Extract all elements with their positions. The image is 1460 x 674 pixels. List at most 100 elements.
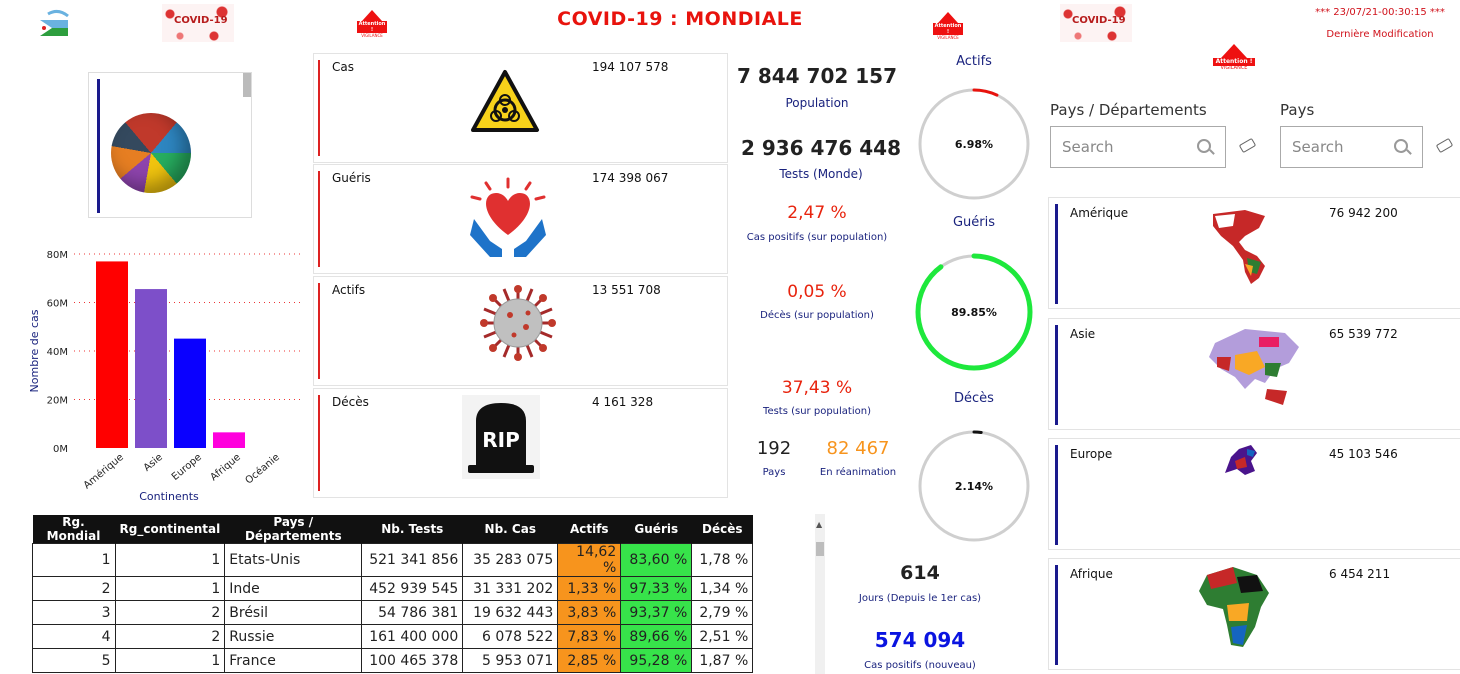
vigilance-label: Attention ! (1213, 58, 1255, 66)
slicer-title-pays-departements: Pays / Départements (1050, 101, 1207, 119)
cell-tests: 54 786 381 (361, 600, 464, 625)
europe-map-icon (1225, 445, 1257, 475)
stat-card-gueris: Guéris 174 398 067 (313, 164, 728, 274)
scrollbar-thumb[interactable] (816, 542, 824, 556)
chart-ytick: 20M (47, 396, 68, 407)
cell-rg-continental: 2 (114, 600, 226, 625)
chart-xtick: Amérique (81, 451, 126, 491)
cell-deces: 1,87 % (691, 648, 754, 673)
globe-image-card (88, 72, 252, 218)
chart-bar[interactable] (174, 338, 206, 448)
cell-rg-continental: 1 (114, 648, 226, 673)
cell-rg-mondial: 4 (32, 624, 116, 649)
vigilance-label: Attention ! (933, 23, 963, 35)
search-input-pays[interactable]: Search (1280, 126, 1423, 168)
cell-pays: Inde (224, 576, 363, 601)
chart-bar[interactable] (96, 261, 128, 448)
jours-label: Jours (Depuis le 1er cas) (858, 593, 982, 604)
continent-label: Afrique (1070, 567, 1113, 581)
table-row[interactable]: 1 1 Etats-Unis 521 341 856 35 283 075 14… (32, 543, 754, 577)
col-cas[interactable]: Nb. Cas (462, 515, 559, 544)
cell-gueris: 95,28 % (620, 648, 693, 673)
cas-positifs-label: Cas positifs (sur population) (746, 232, 888, 243)
table-row[interactable]: 4 2 Russie 161 400 000 6 078 522 7,83 % … (32, 624, 754, 649)
stat-value: 4 161 328 (592, 395, 654, 409)
search-placeholder: Search (1062, 138, 1114, 156)
table-row[interactable]: 3 2 Brésil 54 786 381 19 632 443 3,83 % … (32, 600, 754, 625)
stat-label: Décès (332, 395, 369, 409)
gauge-title-actifs: Actifs (956, 54, 992, 69)
tests-value: 2 936 476 448 (740, 136, 902, 160)
cell-pays: France (224, 648, 363, 673)
covid-banner-label: COVID-19 (174, 15, 228, 26)
globe-flags-icon (111, 113, 191, 193)
continent-label: Amérique (1070, 206, 1129, 220)
vigilance-label: Attention ! (357, 21, 387, 33)
table-scrollbar[interactable]: ▲ (815, 514, 825, 674)
stat-value: 13 551 708 (592, 283, 661, 297)
table-row[interactable]: 2 1 Inde 452 939 545 31 331 202 1,33 % 9… (32, 576, 754, 601)
cell-cas: 5 953 071 (462, 648, 559, 673)
eraser-icon[interactable] (1435, 137, 1454, 154)
col-deces[interactable]: Décès (691, 515, 754, 544)
stat-card-deces: Décès 4 161 328 RIP (313, 388, 728, 498)
cell-tests: 521 341 856 (361, 543, 464, 577)
cell-deces: 1,78 % (691, 543, 754, 577)
jours-value: 614 (900, 562, 940, 584)
timestamp-label: Dernière Modification (1326, 29, 1434, 40)
gauge-actifs: 6.98% (918, 88, 1030, 200)
gauge-arc (918, 88, 1030, 200)
gauge-gueris: 89.85% (915, 253, 1033, 371)
gauge-value: 6.98% (955, 138, 993, 151)
pays-count: 192 (756, 438, 792, 459)
chart-bar[interactable] (135, 289, 167, 448)
chart-bar[interactable] (213, 432, 245, 448)
continent-card-europe: Europe 45 103 546 (1048, 438, 1460, 550)
cell-tests: 161 400 000 (361, 624, 464, 649)
col-rg-mondial[interactable]: Rg. Mondial (32, 515, 116, 544)
gauge-value: 89.85% (951, 306, 997, 319)
continent-label: Asie (1070, 327, 1096, 341)
chart-xtick: Europe (170, 452, 204, 483)
gauge-deces: 2.14% (918, 430, 1030, 542)
vigilance-icon: Attention ! VIGILANCE (933, 12, 963, 40)
cell-pays: Etats-Unis (224, 543, 363, 577)
eraser-icon[interactable] (1238, 137, 1257, 154)
col-tests[interactable]: Nb. Tests (361, 515, 464, 544)
table-row[interactable]: 5 1 France 100 465 378 5 953 071 2,85 % … (32, 648, 754, 673)
cell-actifs: 14,62 % (557, 543, 622, 577)
scroll-up-icon[interactable]: ▲ (816, 520, 823, 529)
card-scrollbar[interactable] (243, 73, 251, 97)
col-rg-continental[interactable]: Rg_continental (115, 515, 226, 544)
col-gueris[interactable]: Guéris (620, 515, 693, 544)
table-header-row: Rg. Mondial Rg_continental Pays / Départ… (32, 515, 754, 544)
tests-pct-label: Tests (sur population) (763, 406, 871, 417)
timestamp: *** 23/07/21-00:30:15 *** (1315, 7, 1445, 18)
covid-banner-right: COVID-19 (1060, 4, 1132, 42)
col-pays[interactable]: Pays / Départements (224, 515, 363, 544)
gauge-arc (918, 430, 1030, 542)
vigilance-icon: Attention ! VIGILANCE (357, 10, 387, 38)
search-icon[interactable] (1197, 139, 1211, 153)
cell-deces: 2,79 % (691, 600, 754, 625)
countries-table: Rg. Mondial Rg_continental Pays / Départ… (32, 515, 754, 673)
chart-xtick: Océanie (243, 451, 282, 486)
cell-cas: 31 331 202 (462, 576, 559, 601)
cell-actifs: 2,85 % (557, 648, 622, 673)
tests-pct: 37,43 % (781, 378, 853, 398)
stat-card-cas: Cas 194 107 578 (313, 53, 728, 163)
covid-banner-label: COVID-19 (1072, 15, 1126, 26)
search-input-departements[interactable]: Search (1050, 126, 1226, 168)
search-icon[interactable] (1394, 139, 1408, 153)
chart-xtick: Asie (142, 452, 165, 474)
chart-ytick: 80M (47, 250, 68, 261)
col-actifs[interactable]: Actifs (557, 515, 622, 544)
cell-pays: Russie (224, 624, 363, 649)
pays-label: Pays (762, 467, 786, 478)
vigilance-sub: VIGILANCE (361, 33, 383, 38)
africa-map-icon (1199, 567, 1269, 647)
continent-value: 45 103 546 (1329, 447, 1398, 461)
cell-rg-continental: 1 (114, 576, 226, 601)
vigilance-icon: Attention ! VIGILANCE (1213, 44, 1255, 74)
nouveaux-label: Cas positifs (nouveau) (864, 660, 976, 671)
